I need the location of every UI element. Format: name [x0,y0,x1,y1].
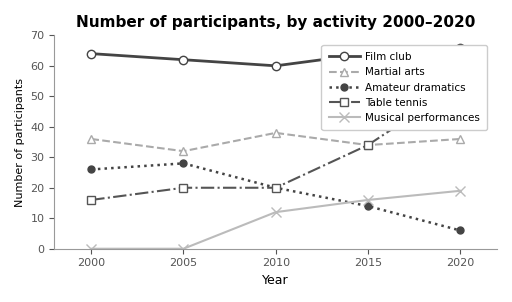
Table tennis [88,198,94,202]
Y-axis label: Number of participants: Number of participants [15,78,25,207]
Line: Martial arts: Martial arts [87,129,464,155]
Amateur dramatics [365,204,371,208]
Film club [88,52,94,56]
Film club [272,64,279,68]
Film club [457,46,463,49]
Musical performances [180,247,186,251]
Line: Amateur dramatics: Amateur dramatics [88,160,463,234]
Legend: Film club, Martial arts, Amateur dramatics, Table tennis, Musical performances: Film club, Martial arts, Amateur dramati… [322,45,487,130]
Musical performances [88,247,94,251]
Musical performances [272,210,279,214]
Title: Number of participants, by activity 2000–2020: Number of participants, by activity 2000… [76,15,475,30]
Musical performances [365,198,371,202]
Martial arts [88,137,94,141]
Line: Table tennis: Table tennis [87,80,464,204]
Table tennis [180,186,186,190]
X-axis label: Year: Year [262,274,289,287]
Martial arts [457,137,463,141]
Martial arts [180,149,186,153]
Martial arts [272,131,279,135]
Film club [365,52,371,56]
Amateur dramatics [88,168,94,171]
Table tennis [365,143,371,147]
Table tennis [272,186,279,190]
Line: Film club: Film club [87,43,464,70]
Martial arts [365,143,371,147]
Film club [180,58,186,62]
Table tennis [457,82,463,86]
Amateur dramatics [180,162,186,165]
Musical performances [457,189,463,193]
Amateur dramatics [272,186,279,190]
Line: Musical performances: Musical performances [87,186,465,254]
Amateur dramatics [457,229,463,232]
